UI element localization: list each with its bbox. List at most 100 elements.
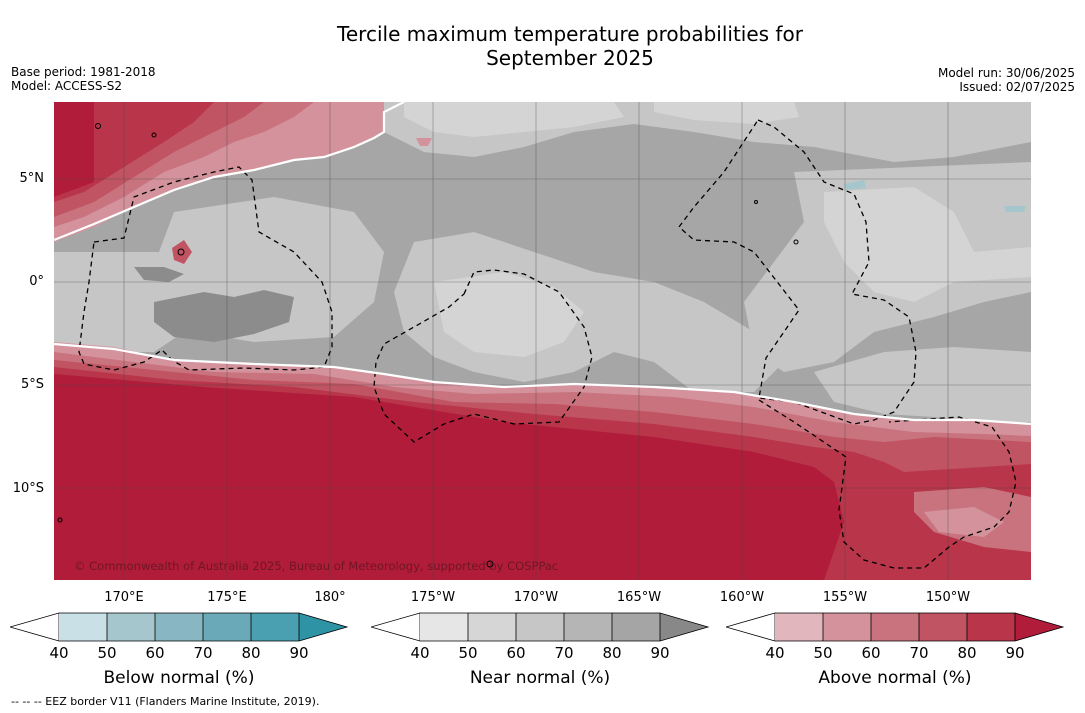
lon-label-170e: 170°E <box>104 590 144 605</box>
lon-label-175e: 175°E <box>207 590 247 605</box>
lon-label-150w: 150°W <box>925 590 971 605</box>
near-normal-dark-patch <box>134 267 184 282</box>
colorbar-above-swatch <box>967 613 1015 641</box>
lon-label-175w: 175°W <box>410 590 456 605</box>
lon-label-165w: 165°W <box>616 590 662 605</box>
near-normal-light-patch <box>404 102 624 137</box>
lon-label-180: 180° <box>314 590 346 605</box>
eez-border-south <box>758 399 1017 569</box>
above-normal-small-patch <box>172 240 192 264</box>
colorbar-near-swatch <box>420 613 468 641</box>
colorbar-below-extend-min <box>10 612 60 642</box>
colorbar-near-swatch <box>612 613 660 641</box>
colorbar-near-tick: 40 <box>410 644 430 662</box>
colorbar-above-title: Above normal (%) <box>818 668 972 688</box>
colorbar-near-swatch <box>564 613 612 641</box>
colorbar-below-dividers <box>106 613 300 641</box>
lon-label-155w: 155°W <box>822 590 868 605</box>
island-marker <box>151 132 157 138</box>
lon-label-170w: 170°W <box>513 590 559 605</box>
colorbar-below-normal <box>10 612 349 642</box>
island-marker <box>57 517 63 523</box>
near-normal-light-patch <box>814 347 1031 424</box>
model-run: Model run: 30/06/2025 <box>937 66 1075 80</box>
colorbar-below-swatch <box>203 613 251 641</box>
near-normal-light-patch <box>654 102 799 124</box>
colorbar-near-tick: 50 <box>458 644 478 662</box>
lat-label-5s: 5°S <box>20 377 44 392</box>
colorbar-above-swatch <box>775 613 823 641</box>
colorbar-below-tick: 90 <box>289 644 309 662</box>
colorbar-below-swatch <box>107 613 155 641</box>
colorbar-below-tick: 70 <box>193 644 213 662</box>
colorbar-near-tick: 70 <box>554 644 574 662</box>
colorbar-above-outline <box>775 612 1065 642</box>
above-normal-south-region <box>54 374 844 580</box>
near-normal-dark-patch <box>154 290 294 342</box>
colorbar-above-tick: 90 <box>1005 644 1025 662</box>
colorbar-below-swatch <box>251 613 299 641</box>
eez-border-kiribati-west <box>78 166 333 371</box>
colorbar-near-title: Near normal (%) <box>469 668 611 688</box>
lon-label-160w: 160°W <box>719 590 765 605</box>
colorbar-near-tick: 60 <box>506 644 526 662</box>
colorbar-near-tick: 90 <box>650 644 670 662</box>
colorbar-above-dividers <box>822 613 1016 641</box>
model-name: Model: ACCESS-S2 <box>11 79 123 93</box>
colorbar-below-swatch <box>155 613 203 641</box>
contour-north-boundary <box>54 102 405 242</box>
colorbar-below-outline <box>59 612 349 642</box>
islands <box>57 123 799 568</box>
colorbar-below-extend-max <box>299 613 347 641</box>
colorbar-near-swatch <box>468 613 516 641</box>
colorbar-near-tick: 80 <box>602 644 622 662</box>
map-title-line1: Tercile maximum temperature probabilitie… <box>337 22 803 46</box>
colorbar-near-outline <box>420 612 710 642</box>
above-normal-north-region <box>54 102 94 197</box>
lat-label-10s: 10°S <box>12 481 44 496</box>
eez-border-kiribati-central <box>373 269 593 443</box>
colorbar-above-extend-max <box>1015 613 1063 641</box>
colorbar-below-tick: 80 <box>241 644 261 662</box>
map-gridlines <box>54 102 1031 580</box>
island-marker <box>486 560 494 568</box>
metadata-right: Model run: 30/06/2025 Issued: 02/07/2025 <box>938 66 1075 94</box>
island-marker <box>177 248 185 256</box>
near-normal-light-patch <box>434 272 584 357</box>
colorbar-below-tick: 50 <box>97 644 117 662</box>
above-normal-small-patch <box>416 138 432 146</box>
colorbar-above-tick: 40 <box>765 644 785 662</box>
colorbar-near-extend-min <box>371 612 421 642</box>
colorbar-above-swatch <box>871 613 919 641</box>
colorbar-below-tick: 40 <box>49 644 69 662</box>
island-marker <box>793 239 799 245</box>
colorbar-above-tick: 70 <box>909 644 929 662</box>
metadata-left: Base period: 1981-2018 Model: ACCESS-S2 <box>11 65 156 93</box>
map-title: Tercile maximum temperature probabilitie… <box>0 22 1085 70</box>
contour-boundaries <box>54 102 1031 426</box>
colorbar-above-tick: 50 <box>813 644 833 662</box>
island-marker <box>95 123 101 129</box>
below-normal-small-patch <box>1004 206 1026 212</box>
colorbar-near-dividers <box>467 613 661 641</box>
above-normal-south-patch <box>924 507 1004 537</box>
colorbar-below-swatch <box>59 613 107 641</box>
colorbar-near-swatch <box>516 613 564 641</box>
issued-date: Issued: 02/07/2025 <box>959 80 1075 94</box>
colorbar-near-normal <box>371 612 710 642</box>
probability-map <box>54 102 1031 580</box>
colorbar-above-tick: 60 <box>861 644 881 662</box>
island-marker <box>754 200 758 204</box>
colorbar-above-normal <box>726 612 1065 642</box>
colorbar-near-extend-max <box>660 613 708 641</box>
lat-label-5n: 5°N <box>19 171 45 186</box>
lat-label-0: 0° <box>29 274 44 289</box>
colorbar-above-swatch <box>919 613 967 641</box>
base-period: Base period: 1981-2018 <box>11 65 156 79</box>
near-normal-light-patch <box>824 187 1031 302</box>
colorbar-above-extend-min <box>726 612 776 642</box>
colorbar-below-title: Below normal (%) <box>103 668 255 688</box>
colorbar-below-tick: 60 <box>145 644 165 662</box>
map-title-line2: September 2025 <box>486 46 654 70</box>
colorbar-above-swatch <box>823 613 871 641</box>
